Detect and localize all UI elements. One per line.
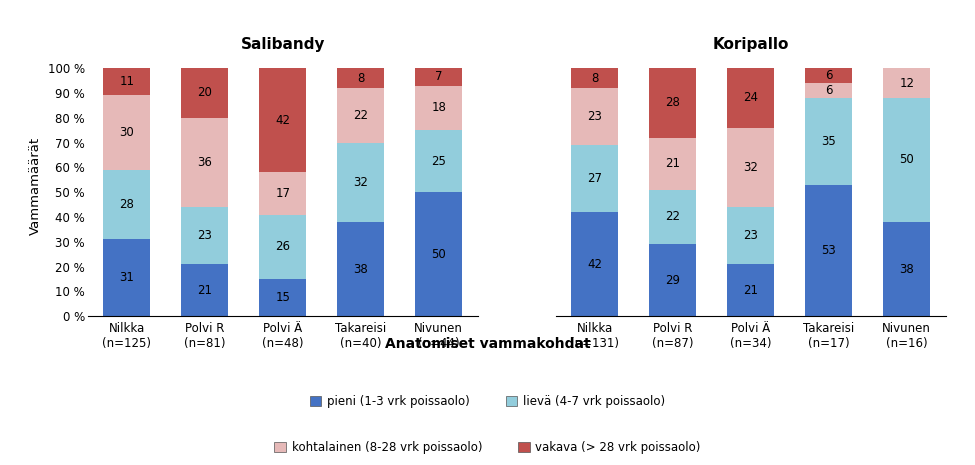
- Text: 32: 32: [353, 176, 369, 189]
- Bar: [103, 170, 150, 239]
- Bar: [103, 239, 150, 316]
- Bar: [649, 138, 696, 190]
- Title: Koripallo: Koripallo: [713, 37, 789, 52]
- Text: 27: 27: [587, 172, 603, 185]
- Text: 22: 22: [665, 211, 681, 224]
- Bar: [259, 279, 306, 316]
- Text: 18: 18: [431, 101, 447, 114]
- Text: 15: 15: [275, 291, 291, 304]
- Bar: [181, 68, 228, 118]
- Bar: [259, 214, 306, 279]
- Text: 26: 26: [275, 240, 291, 253]
- Text: 22: 22: [353, 109, 369, 122]
- Text: 20: 20: [197, 86, 213, 100]
- Text: 23: 23: [197, 229, 213, 242]
- Bar: [883, 222, 930, 316]
- Text: 30: 30: [119, 126, 135, 139]
- Bar: [571, 145, 618, 212]
- Bar: [103, 68, 150, 95]
- Bar: [259, 173, 306, 214]
- Text: 25: 25: [431, 155, 447, 168]
- Bar: [883, 68, 930, 98]
- Bar: [805, 185, 852, 316]
- Text: 12: 12: [899, 77, 915, 90]
- Text: 35: 35: [821, 135, 837, 148]
- Bar: [181, 118, 228, 207]
- Bar: [103, 95, 150, 170]
- Bar: [571, 68, 618, 88]
- Bar: [259, 68, 306, 173]
- Bar: [883, 98, 930, 222]
- Text: 8: 8: [357, 72, 365, 85]
- Text: 28: 28: [665, 96, 681, 109]
- Bar: [805, 68, 852, 83]
- Bar: [415, 192, 462, 316]
- Text: 6: 6: [825, 69, 833, 82]
- Text: 11: 11: [119, 75, 135, 88]
- Bar: [727, 207, 774, 264]
- Text: 42: 42: [275, 114, 291, 127]
- Legend: pieni (1-3 vrk poissaolo), lievä (4-7 vrk poissaolo): pieni (1-3 vrk poissaolo), lievä (4-7 vr…: [305, 390, 670, 412]
- Text: 24: 24: [743, 92, 759, 105]
- Text: 38: 38: [353, 263, 369, 276]
- Text: 21: 21: [743, 284, 759, 297]
- Text: 6: 6: [825, 84, 833, 97]
- Title: Salibandy: Salibandy: [241, 37, 325, 52]
- Bar: [571, 88, 618, 145]
- Bar: [805, 83, 852, 98]
- Text: 50: 50: [431, 248, 447, 261]
- Bar: [649, 68, 696, 138]
- Bar: [649, 244, 696, 316]
- Bar: [337, 88, 384, 143]
- Text: 8: 8: [591, 72, 599, 85]
- Text: 31: 31: [119, 271, 135, 284]
- Bar: [181, 207, 228, 264]
- Bar: [415, 86, 462, 130]
- Legend: kohtalainen (8-28 vrk poissaolo), vakava (> 28 vrk poissaolo): kohtalainen (8-28 vrk poissaolo), vakava…: [269, 437, 706, 459]
- Bar: [805, 98, 852, 185]
- Text: 21: 21: [665, 157, 681, 170]
- Y-axis label: Vammamäärät: Vammamäärät: [29, 137, 42, 235]
- Text: 42: 42: [587, 258, 603, 271]
- Bar: [415, 130, 462, 192]
- Bar: [337, 222, 384, 316]
- Bar: [727, 264, 774, 316]
- Text: 23: 23: [743, 229, 759, 242]
- Bar: [415, 68, 462, 86]
- Text: 28: 28: [119, 198, 135, 211]
- Text: 21: 21: [197, 284, 213, 297]
- Bar: [727, 128, 774, 207]
- Text: 7: 7: [435, 70, 443, 83]
- Bar: [337, 68, 384, 88]
- Bar: [571, 212, 618, 316]
- Text: 53: 53: [821, 244, 837, 257]
- Bar: [727, 68, 774, 128]
- Text: 23: 23: [587, 110, 603, 123]
- Bar: [337, 143, 384, 222]
- Bar: [649, 190, 696, 244]
- Text: 38: 38: [899, 263, 915, 276]
- Text: Anatomiset vammakohdat: Anatomiset vammakohdat: [385, 337, 590, 351]
- Text: 36: 36: [197, 156, 213, 169]
- Bar: [181, 264, 228, 316]
- Text: 32: 32: [743, 161, 759, 174]
- Text: 17: 17: [275, 187, 291, 200]
- Text: 50: 50: [899, 153, 915, 166]
- Text: 29: 29: [665, 274, 681, 287]
